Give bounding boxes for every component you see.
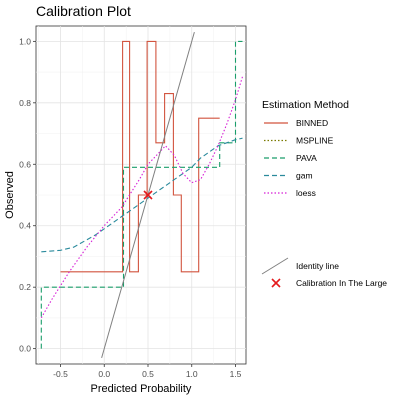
- legend-label-identity-line: Identity line: [296, 261, 339, 271]
- series-line-binned: [60, 40, 220, 273]
- legend: Estimation Method BINNED MSPLINE PAVA gam lo…: [261, 99, 387, 288]
- series-layer: [40, 32, 244, 358]
- y-tick-label: 0.0: [19, 344, 31, 354]
- x-tick-label: 0.0: [98, 369, 110, 379]
- legend-key-calibration-b: [271, 278, 281, 288]
- y-tick-label: 0.6: [19, 159, 31, 169]
- series-line-pava: [40, 40, 243, 349]
- legend-key-identity-line: [261, 257, 289, 275]
- y-tick-label: 0.8: [19, 98, 31, 108]
- legend-label-binned: BINNED: [296, 118, 328, 128]
- legend-title: Estimation Method: [262, 99, 349, 111]
- legend-label-calibration: Calibration In The Large: [296, 278, 387, 288]
- x-tick-label: 1.0: [186, 369, 198, 379]
- y-tick-label: 0.4: [19, 221, 31, 231]
- legend-label-gam: gam: [296, 171, 313, 181]
- legend-label-pava: PAVA: [296, 153, 317, 163]
- y-tick-label: 0.2: [19, 282, 31, 292]
- grid: [36, 26, 246, 364]
- x-axis-label: Predicted Probability: [91, 383, 192, 395]
- x-tick-label: -0.5: [53, 369, 68, 379]
- x-tick-label: 0.5: [142, 369, 154, 379]
- y-tick-label: 1.0: [19, 36, 31, 46]
- y-axis-label: Observed: [4, 171, 16, 219]
- axes: -0.5 0.0 0.5 1.0 1.5 0.0 0.2 0.4 0.6 0.8 1.0: [19, 36, 242, 379]
- x-tick-label: 1.5: [230, 369, 242, 379]
- series-line-gam: [41, 137, 243, 253]
- legend-label-mspline: MSPLINE: [296, 136, 334, 146]
- calibration-marker-stroke-b: [143, 190, 153, 200]
- chart-title: Calibration Plot: [36, 3, 131, 19]
- legend-label-loess: loess: [296, 188, 316, 198]
- series-line-loess: [40, 76, 244, 319]
